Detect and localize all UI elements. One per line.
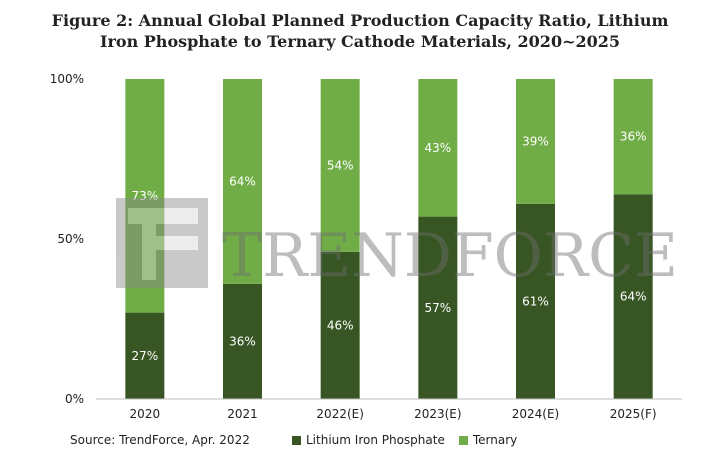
data-label-lfp-0: 27% [131,349,158,363]
data-label-lfp-4: 61% [522,294,549,308]
data-label-ternary-3: 43% [424,141,451,155]
bar-lfp-1 [223,283,262,399]
source-note: Source: TrendForce, Apr. 2022 [70,433,250,447]
bar-lfp-4 [516,203,555,399]
x-tick-label-4: 2024(E) [512,407,559,421]
watermark-logo-stroke-1 [128,208,198,224]
data-label-lfp-5: 64% [620,290,647,304]
watermark-text: TRENDFORCE [222,221,678,291]
chart-title: Figure 2: Annual Global Planned Producti… [0,10,720,52]
bar-lfp-0 [125,312,165,399]
legend-item-ternary: Ternary [458,433,518,447]
y-tick-label-0: 0% [65,392,84,406]
x-tick-label-0: 2020 [130,407,161,421]
bar-lfp-2 [320,251,360,399]
x-tick-label-1: 2021 [227,407,258,421]
x-tick-label-2: 2022(E) [316,407,363,421]
watermark-logo-icon [116,198,208,288]
bar-ternary-0 [125,79,165,313]
bar-ternary-4 [516,79,555,204]
data-label-ternary-5: 36% [620,130,647,144]
y-tick-label-100: 100% [50,72,84,86]
chart-title-line-1: Figure 2: Annual Global Planned Producti… [51,11,669,30]
data-label-ternary-1: 64% [229,174,256,188]
x-tick-label-5: 2025(F) [610,407,657,421]
watermark-logo-stroke-2 [150,236,198,250]
bar-ternary-2 [320,79,360,252]
data-label-ternary-0: 73% [131,189,158,203]
data-label-lfp-2: 46% [327,318,354,332]
bar-lfp-3 [418,216,458,399]
legend-swatch-lfp [292,435,301,445]
data-label-ternary-2: 54% [327,158,354,172]
legend-label-lfp: Lithium Iron Phosphate [306,433,445,447]
bar-lfp-5 [613,194,653,399]
bar-ternary-3 [418,79,458,217]
watermark: TRENDFORCE [116,198,678,291]
legend-swatch-ternary [458,435,468,445]
data-label-lfp-3: 57% [424,301,451,315]
data-label-lfp-1: 36% [229,334,256,348]
legend-item-lfp: Lithium Iron Phosphate [292,433,445,447]
legend-label-ternary: Ternary [472,433,518,447]
watermark-logo-stroke-3 [142,208,156,280]
bar-ternary-1 [223,79,262,284]
bar-ternary-5 [613,79,653,195]
data-label-ternary-4: 39% [522,134,549,148]
y-tick-label-50: 50% [57,232,84,246]
chart-legend: Lithium Iron Phosphate Ternary [292,433,517,447]
chart-title-line-2: Iron Phosphate to Ternary Cathode Materi… [99,32,621,51]
x-tick-label-3: 2023(E) [414,407,461,421]
